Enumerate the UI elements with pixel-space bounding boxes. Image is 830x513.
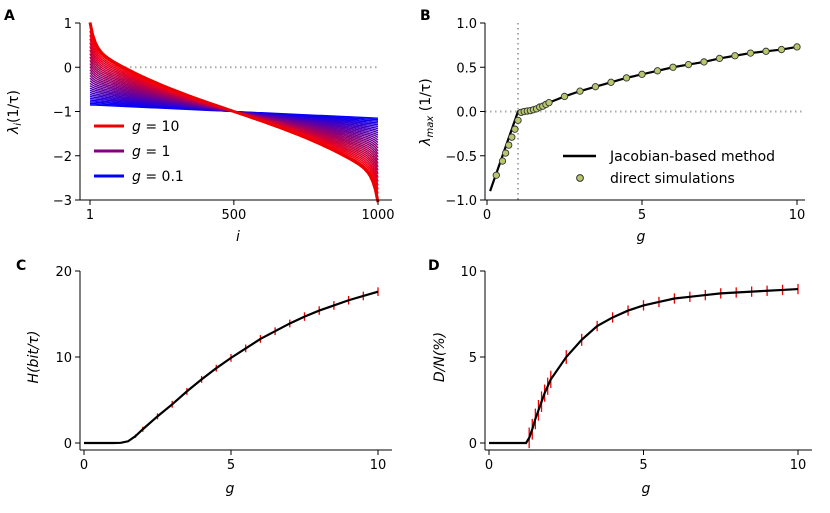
x-tick-label: 0	[485, 458, 493, 473]
y-tick-label: −0.5	[445, 150, 477, 165]
simulation-point	[684, 60, 693, 69]
legend-label-jacobian: Jacobian-based method	[609, 149, 775, 165]
y-tick-label: −3	[53, 194, 72, 209]
y-tick-label: 20	[55, 265, 72, 280]
simulation-point	[545, 99, 553, 107]
panel-d-letter: D	[428, 258, 440, 274]
simulation-point	[793, 43, 801, 51]
x-tick-label: 10	[370, 458, 387, 473]
y-tick-label: 1.0	[456, 17, 477, 32]
panel-c-xlabel: g	[226, 481, 235, 497]
panel-c-ylabel: H(bit/τ)	[26, 331, 42, 384]
panel-c-plot-area: 0 5 10 20 10 0	[55, 265, 392, 473]
simulation-point	[762, 47, 770, 55]
simulation-point	[700, 58, 708, 66]
simulation-point	[514, 116, 522, 125]
y-tick-label: 10	[55, 351, 72, 366]
simulation-point	[607, 78, 615, 86]
y-tick-label: −2	[53, 150, 72, 165]
simulation-point	[492, 171, 500, 179]
simulation-point	[731, 52, 739, 60]
panel-b-letter: B	[420, 8, 431, 24]
y-tick-label: −1.0	[445, 194, 477, 209]
panel-b-ylabel: λmax (1/τ)	[418, 78, 436, 147]
spectrum-line	[88, 22, 380, 203]
x-tick-label: 0	[483, 208, 491, 223]
simulation-point	[777, 45, 786, 54]
x-tick-label: 5	[639, 458, 647, 473]
panel-a-ylabel: λi(1/τ)	[6, 90, 24, 135]
legend-label-simulations: direct simulations	[610, 171, 735, 187]
simulation-point	[638, 70, 646, 78]
panel-b: B 0 5 10 1.0 0.5 0.0 −0.5 −1.0 Jacobian-based m…	[418, 8, 805, 245]
x-tick-label: 10	[790, 458, 807, 473]
legend-marker-simulations	[576, 174, 584, 182]
panel-a-legend: g = 10 g = 1 g = 0.1	[94, 119, 184, 185]
panel-c: C 0 5 10 20 10 0 g H(bit/τ)	[16, 258, 392, 497]
x-tick-label: 10	[789, 208, 806, 223]
panel-b-plot-area: 0 5 10 1.0 0.5 0.0 −0.5 −1.0	[445, 17, 805, 223]
simulation-point	[591, 83, 600, 91]
simulation-point	[746, 49, 755, 57]
y-tick-label: −1	[53, 106, 72, 121]
y-tick-label: 5	[469, 351, 477, 366]
jacobian-line	[489, 45, 798, 192]
y-tick-label: 0	[469, 437, 477, 452]
panel-d-ylabel: D/N(%)	[432, 332, 448, 382]
x-tick-label: 1000	[361, 208, 394, 223]
y-tick-label: 0.5	[456, 61, 477, 76]
simulation-point	[669, 63, 677, 71]
data-line	[489, 287, 799, 445]
simulation-point	[576, 87, 584, 95]
legend-label-g10: g = 10	[132, 119, 179, 135]
y-tick-label: 1	[64, 17, 72, 32]
data-line	[84, 290, 379, 445]
simulation-point	[715, 54, 724, 63]
x-tick-label: 5	[227, 458, 235, 473]
panel-d-plot-area: 0 5 10 10 5 0	[460, 265, 812, 473]
panel-a-xlabel: i	[236, 229, 240, 245]
y-tick-label: 0	[64, 437, 72, 452]
simulation-point	[622, 74, 631, 82]
panel-c-letter: C	[16, 258, 26, 274]
y-tick-label: 0.0	[456, 106, 477, 121]
simulation-point	[653, 67, 662, 75]
panel-a-plot-area: 1 500 1000 1 0 −1 −2 −3	[53, 17, 395, 223]
panel-b-legend: Jacobian-based method direct simulations	[563, 149, 775, 187]
panel-d-xlabel: g	[642, 481, 651, 497]
panel-a-letter: A	[4, 8, 15, 24]
panel-d: D 0 5 10 10 5 0 g D/N(%)	[428, 258, 812, 497]
x-tick-label: 0	[80, 458, 88, 473]
simulation-point	[498, 157, 507, 165]
simulation-point	[505, 141, 513, 149]
simulation-point	[560, 92, 569, 101]
panel-b-xlabel: g	[637, 229, 646, 245]
x-tick-label: 500	[221, 208, 246, 223]
x-tick-label: 1	[86, 208, 94, 223]
simulation-point	[508, 133, 516, 141]
y-tick-label: 0	[64, 61, 72, 76]
x-tick-label: 5	[638, 208, 646, 223]
simulation-point	[511, 125, 519, 133]
legend-label-g01: g = 0.1	[132, 169, 184, 185]
simulation-point	[501, 149, 510, 157]
y-tick-label: 10	[460, 265, 477, 280]
legend-label-g1: g = 1	[132, 144, 170, 160]
